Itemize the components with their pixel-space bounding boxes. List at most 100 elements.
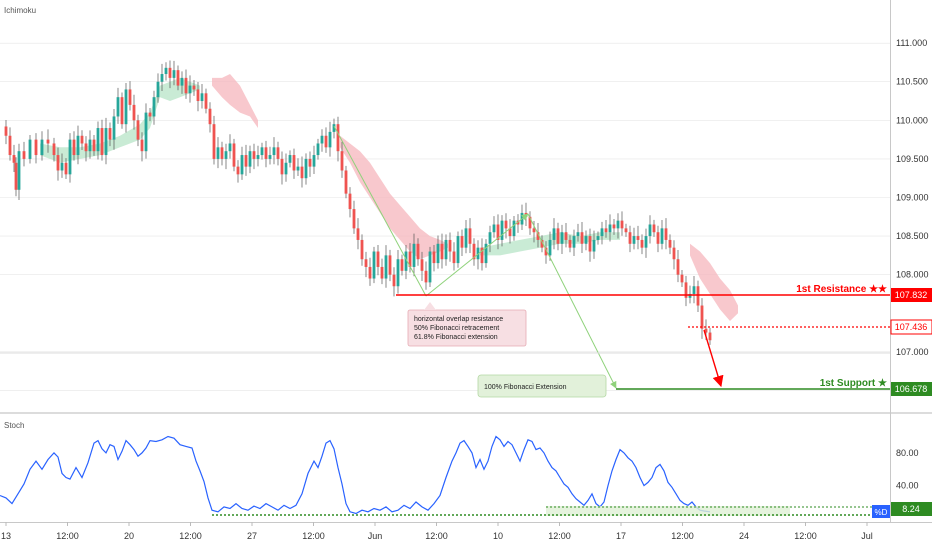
price-tick-label: 109.000	[896, 192, 929, 202]
forecast-arrow[interactable]	[703, 329, 724, 388]
candle-body	[628, 232, 632, 244]
candle-body	[124, 89, 128, 125]
candle-body	[296, 166, 300, 171]
candle-body	[200, 93, 204, 102]
candle-body	[160, 74, 164, 82]
candle-body	[328, 131, 332, 148]
candle-body	[292, 155, 296, 171]
candle-body	[332, 124, 336, 132]
candle-body	[88, 139, 92, 152]
candle-body	[484, 243, 488, 264]
candle-body	[80, 135, 84, 144]
candle-body	[384, 255, 388, 279]
cloud-bull	[40, 77, 200, 163]
candle-body	[476, 247, 480, 260]
candle-body	[148, 112, 152, 117]
main-pane	[0, 0, 890, 412]
candle-body	[248, 151, 252, 167]
candle-body	[260, 147, 264, 156]
stoch-indicator-label[interactable]: Stoch	[4, 421, 24, 430]
candle-body	[14, 162, 18, 190]
candle-body	[472, 243, 476, 260]
candle-body	[144, 112, 148, 152]
candle-body	[28, 139, 32, 159]
candle-body	[196, 89, 200, 102]
candle-body	[12, 155, 16, 163]
time-tick-label: 27	[247, 531, 257, 541]
candle-body	[420, 259, 424, 271]
candle-body	[464, 228, 468, 248]
resistance-price-tag	[891, 288, 932, 302]
stoch-d-tag-text: %D	[875, 508, 888, 517]
candle-body	[344, 170, 348, 194]
price-tick-label: 107.000	[896, 347, 929, 357]
candle-body	[46, 139, 50, 144]
candle-body	[644, 236, 648, 248]
candle-body	[280, 158, 284, 175]
candle-body	[688, 293, 692, 298]
support-label: 1st Support ★	[820, 378, 887, 389]
main-indicator-label[interactable]: Ichimoku	[4, 6, 36, 15]
price-tick-label: 108.500	[896, 231, 929, 241]
time-tick-label: 12:00	[56, 531, 79, 541]
candle-body	[548, 239, 552, 256]
candle-body	[412, 243, 416, 267]
candle-body	[188, 85, 192, 94]
candle-body	[604, 228, 608, 233]
fib-leg-3[interactable]	[527, 213, 617, 389]
candle-body	[52, 143, 56, 156]
candle-body	[356, 228, 360, 240]
time-axis-ticks: 13 12:00 20 12:00 27 12:00 Jun 12:00 10 12:00 17 12…	[1, 522, 873, 541]
candle-body	[648, 224, 652, 237]
intermediate-price-text: 107.436	[895, 322, 928, 332]
candle-body	[396, 259, 400, 287]
candle-body	[240, 155, 244, 175]
extension-annotation[interactable]: 100% Fibonacci Extension	[477, 374, 607, 398]
candle-body	[480, 247, 484, 264]
time-tick-label: 24	[739, 531, 749, 541]
candle-body	[17, 151, 21, 190]
resistance-label: 1st Resistance ★★	[796, 284, 887, 295]
time-tick-label: 10	[493, 531, 503, 541]
candle-body	[380, 266, 384, 279]
candle-body	[668, 239, 672, 248]
candle-body	[168, 67, 172, 78]
candle-body	[304, 158, 308, 179]
candle-body	[452, 251, 456, 264]
candle-body	[352, 209, 356, 229]
candle-body	[492, 224, 496, 233]
candle-body	[324, 135, 328, 148]
candle-body	[272, 147, 276, 156]
time-tick-label: 20	[124, 531, 134, 541]
candle-body	[120, 97, 124, 125]
price-tick-label: 108.000	[896, 270, 929, 280]
fib-leg-2[interactable]	[425, 213, 529, 297]
candle-body	[596, 236, 600, 240]
candle-body	[588, 236, 592, 252]
overlap-annotation[interactable]: horizontal overlap resistance 50% Fibona…	[407, 302, 527, 347]
candle-body	[508, 228, 512, 237]
stoch-value-tag	[891, 502, 932, 516]
candle-body	[636, 236, 640, 240]
time-tick-label: 12:00	[548, 531, 571, 541]
candle-body	[284, 162, 288, 175]
candle-body	[456, 236, 460, 264]
candle-body	[192, 85, 196, 90]
candle-body	[600, 228, 604, 237]
candle-body	[428, 251, 432, 283]
candle-body	[236, 166, 240, 175]
time-tick-label: 12:00	[179, 531, 202, 541]
time-tick-label: 17	[616, 531, 626, 541]
candle-body	[8, 135, 12, 156]
candle-body	[444, 239, 448, 260]
candle-body	[372, 251, 376, 279]
candle-body	[320, 135, 324, 144]
stoch-line[interactable]	[0, 435, 711, 515]
candle-body	[584, 236, 588, 244]
candle-body	[552, 228, 556, 240]
candle-body	[436, 243, 440, 264]
candle-body	[84, 143, 88, 152]
fib-leg-1[interactable]	[333, 125, 427, 297]
price-tick-label: 110.500	[896, 77, 928, 87]
